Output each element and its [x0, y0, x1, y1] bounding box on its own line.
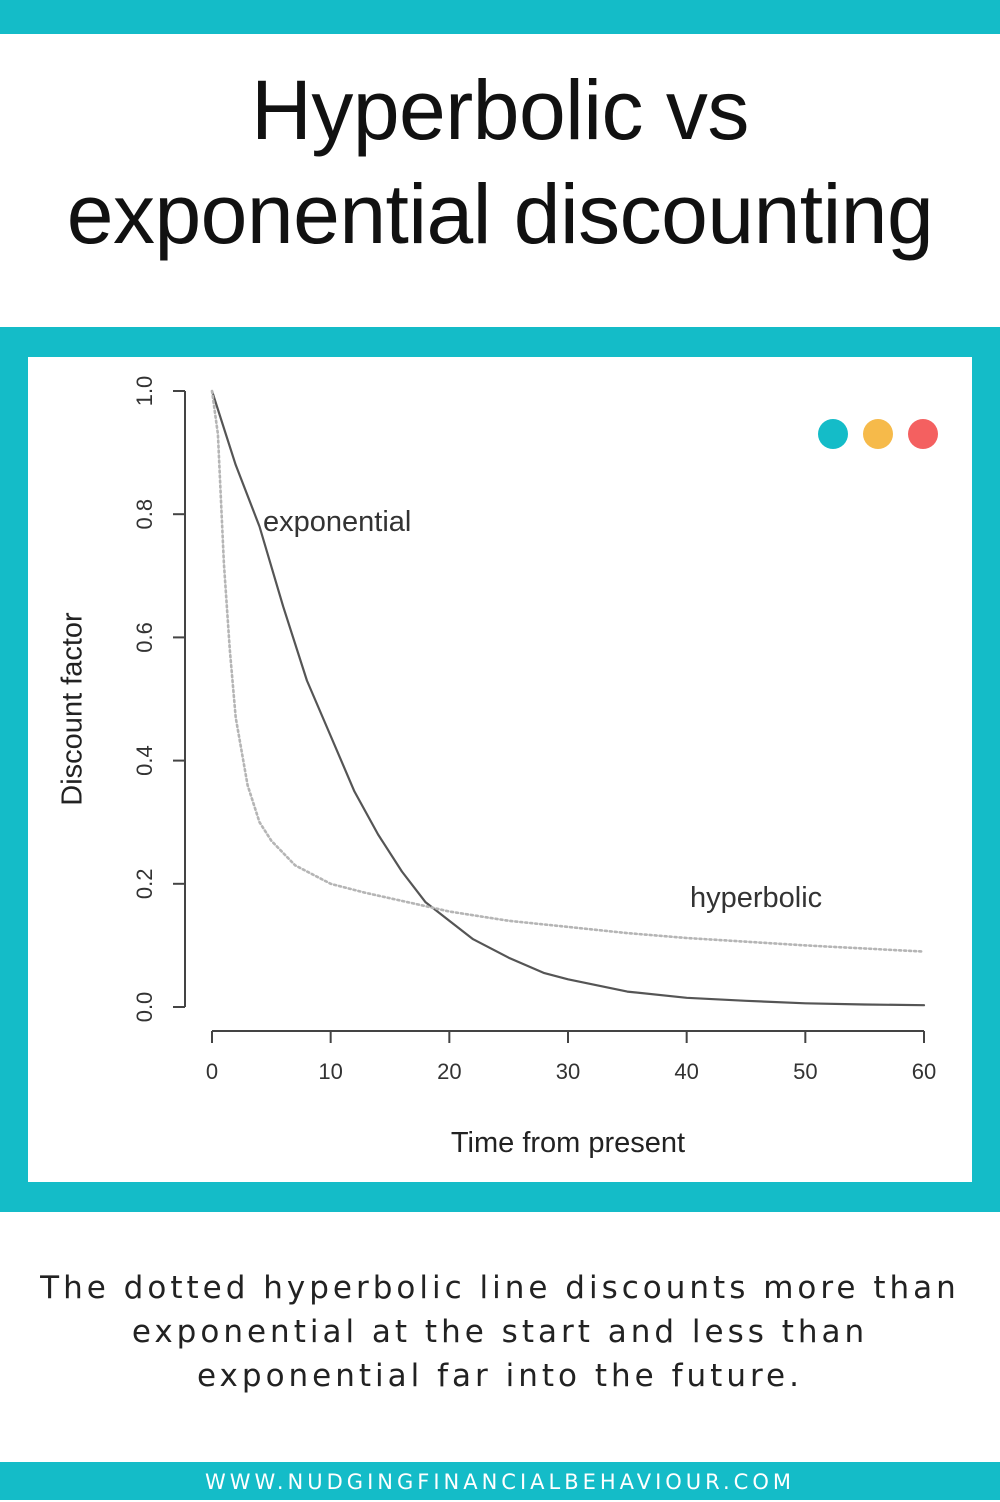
- y-tick-label: 0.0: [132, 992, 157, 1023]
- hyperbolic-annotation: hyperbolic: [690, 882, 822, 914]
- exponential-annotation: exponential: [263, 506, 411, 538]
- y-tick-label: 0.8: [132, 499, 157, 530]
- x-axis-label: Time from present: [451, 1127, 685, 1159]
- title-line-2: exponential discounting: [0, 162, 1000, 266]
- x-tick-label: 30: [556, 1059, 580, 1084]
- decorative-dots: [818, 419, 938, 449]
- chart-caption: The dotted hyperbolic line discounts mor…: [40, 1266, 960, 1398]
- page-title: Hyperbolic vs exponential discounting: [0, 58, 1000, 266]
- x-tick-label: 40: [674, 1059, 698, 1084]
- yellow-dot-icon: [863, 419, 893, 449]
- x-tick-label: 10: [318, 1059, 342, 1084]
- x-tick-label: 50: [793, 1059, 817, 1084]
- y-tick-label: 0.6: [132, 622, 157, 653]
- hyperbolic-curve: [212, 391, 924, 952]
- teal-dot-icon: [818, 419, 848, 449]
- y-tick-label: 0.2: [132, 869, 157, 900]
- y-axis-label: Discount factor: [57, 612, 89, 806]
- footer-url: WWW.NUDGINGFINANCIALBEHAVIOUR.COM: [0, 1462, 1000, 1500]
- title-line-1: Hyperbolic vs: [0, 58, 1000, 162]
- y-tick-label: 0.4: [132, 745, 157, 776]
- discount-chart: 0.0 0.2 0.4 0.6 0.8 1.0 0 10 20 30 40 50 60 Time from…: [28, 357, 972, 1182]
- red-dot-icon: [908, 419, 938, 449]
- chart-panel: 0.0 0.2 0.4 0.6 0.8 1.0 0 10 20 30 40 50 60 Time from…: [28, 357, 972, 1182]
- x-tick-label: 20: [437, 1059, 461, 1084]
- y-tick-label: 1.0: [132, 376, 157, 407]
- chart-frame: 0.0 0.2 0.4 0.6 0.8 1.0 0 10 20 30 40 50 60 Time from…: [0, 327, 1000, 1212]
- top-accent-bar: [0, 0, 1000, 34]
- x-tick-label: 0: [206, 1059, 218, 1084]
- x-tick-label: 60: [912, 1059, 936, 1084]
